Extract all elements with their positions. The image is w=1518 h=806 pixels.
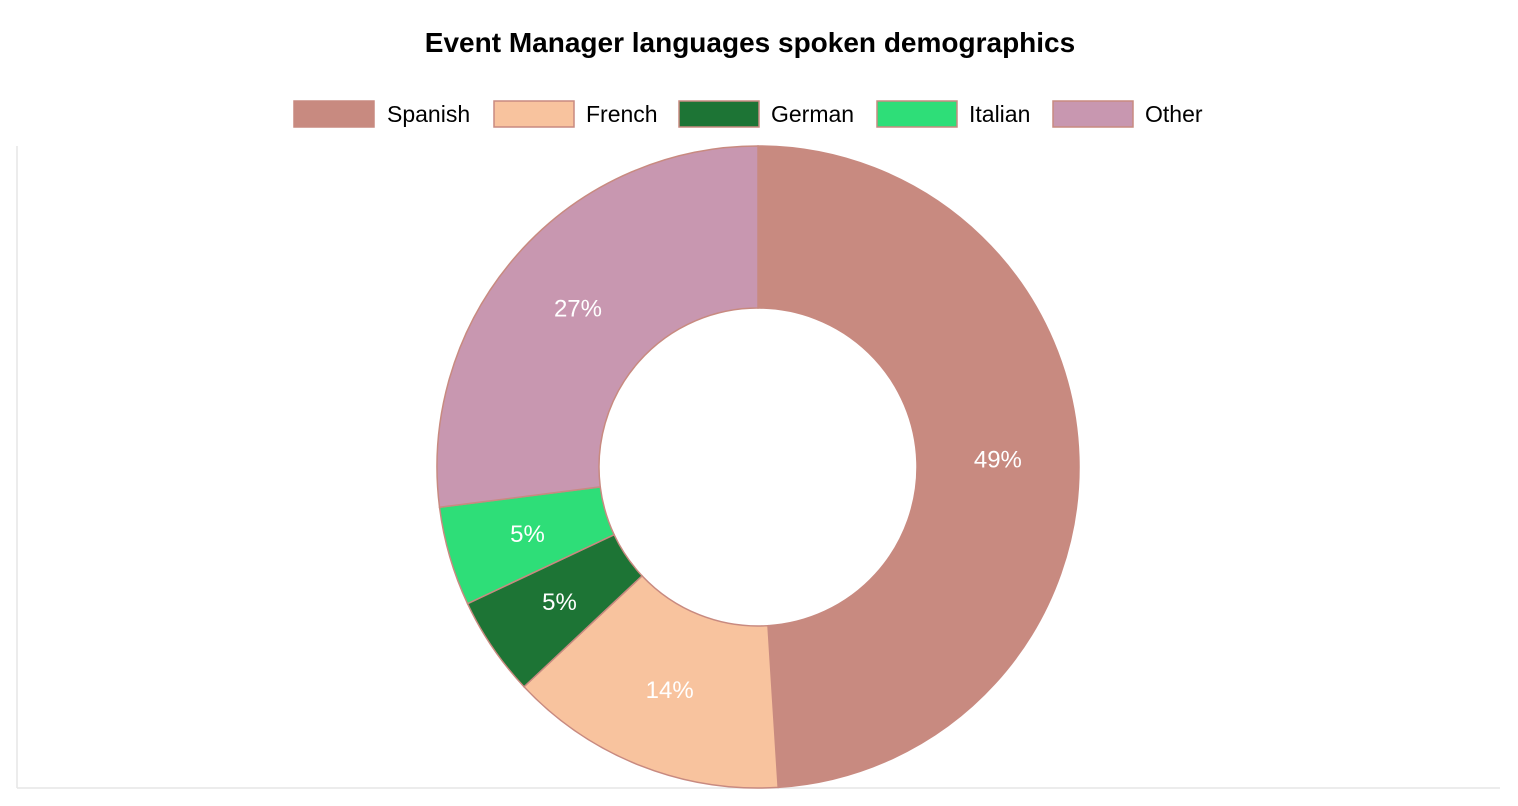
slice-label-french: 14% (646, 677, 694, 704)
slice-label-spanish: 49% (974, 446, 1022, 473)
legend-swatch-german (678, 100, 760, 128)
slice-french[interactable] (522, 574, 779, 789)
slice-other[interactable] (436, 145, 759, 509)
legend-label-spanish: Spanish (387, 101, 470, 127)
chart-title: Event Manager languages spoken demograph… (425, 27, 1075, 58)
legend-label-italian: Italian (969, 101, 1030, 127)
slice-labels: 49% 14% 5% 5% 27% (510, 295, 1022, 704)
slice-label-german: 5% (542, 589, 577, 616)
slice-spanish[interactable] (757, 145, 1080, 789)
slice-label-other: 27% (554, 295, 602, 322)
legend-item-other[interactable]: Other (1052, 100, 1203, 128)
legend-swatch-italian (876, 100, 958, 128)
legend-item-german[interactable]: German (678, 100, 854, 128)
legend: Spanish French German Italian Other (293, 100, 1203, 128)
legend-label-german: German (771, 101, 854, 127)
legend-item-spanish[interactable]: Spanish (293, 100, 470, 128)
legend-item-french[interactable]: French (493, 100, 658, 128)
legend-swatch-spanish (293, 100, 375, 128)
legend-label-other: Other (1145, 101, 1203, 127)
legend-swatch-other (1052, 100, 1134, 128)
legend-label-french: French (586, 101, 658, 127)
slice-label-italian: 5% (510, 521, 545, 548)
slices (436, 145, 1080, 789)
legend-swatch-french (493, 100, 575, 128)
legend-item-italian[interactable]: Italian (876, 100, 1030, 128)
